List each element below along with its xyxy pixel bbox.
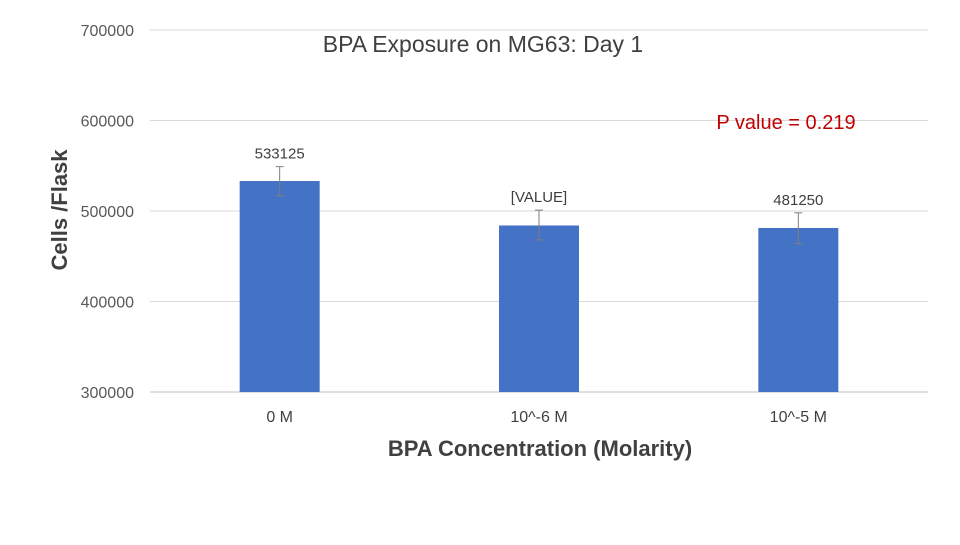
- x-tick-label: 10^-6 M: [510, 409, 567, 426]
- bars: [239, 181, 839, 392]
- chart-title: BPA Exposure on MG63: Day 1: [323, 31, 643, 57]
- y-tick-label: 300000: [81, 385, 134, 402]
- x-tick-label: 0 M: [266, 409, 293, 426]
- y-tick-label: 400000: [81, 295, 134, 312]
- y-tick-label: 700000: [81, 23, 134, 40]
- bar-2: [499, 225, 579, 392]
- x-axis-label: BPA Concentration (Molarity): [388, 436, 692, 461]
- labels: 700000 600000 500000 400000 300000 533125 0 M […: [81, 23, 827, 426]
- y-axis-label: Cells /Flask: [47, 149, 72, 271]
- y-tick-label: 500000: [81, 204, 134, 221]
- bar-3: [758, 227, 839, 392]
- y-tick-label: 600000: [81, 114, 134, 131]
- data-label-1: 533125: [255, 146, 305, 163]
- p-value-annotation: P value = 0.219: [716, 112, 855, 134]
- data-label-3: 481250: [773, 192, 823, 209]
- x-tick-label: 10^-5 M: [770, 409, 827, 426]
- bar-1: [239, 181, 320, 392]
- data-label-2: [VALUE]: [511, 189, 567, 206]
- error-bars: [275, 166, 803, 245]
